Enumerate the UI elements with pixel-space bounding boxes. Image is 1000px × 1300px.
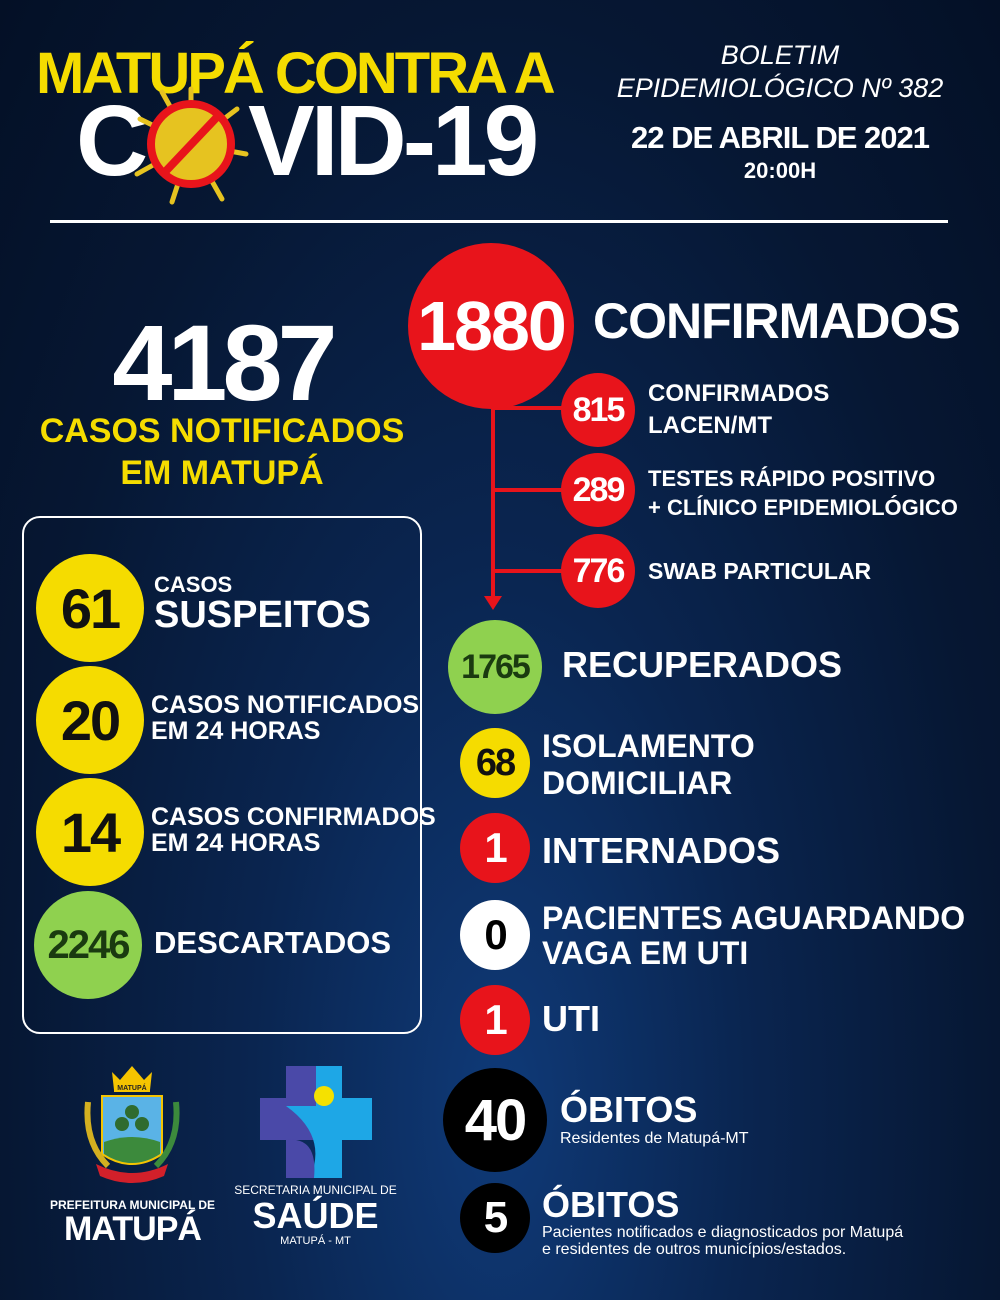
lacen-label: CONFIRMADOS LACEN/MT	[648, 378, 829, 442]
deaths-other-value: 5	[460, 1183, 530, 1253]
rapid-test-value: 289	[561, 453, 635, 527]
title-rest: VID-19	[248, 85, 539, 197]
bulletin-time: 20:00H	[743, 158, 817, 183]
rapid-test-line2: + CLÍNICO EPIDEMIOLÓGICO	[648, 495, 958, 520]
isolation-label: ISOLAMENTO DOMICILIAR	[542, 728, 755, 802]
lacen-value: 815	[561, 373, 635, 447]
notified-value: 4187	[112, 302, 337, 423]
cases-box	[22, 516, 422, 1034]
notified-label: CASOS NOTIFICADOS EM MATUPÁ	[22, 410, 422, 494]
connector-815	[491, 406, 571, 410]
connector-776	[491, 569, 571, 573]
rapid-test-line1: TESTES RÁPIDO POSITIVO	[648, 466, 936, 491]
connector-vertical	[491, 400, 495, 596]
notified-24h-line2: EM 24 HORAS	[151, 717, 321, 746]
notified-label-1: CASOS NOTIFICADOS	[39, 412, 405, 450]
isolation-value: 68	[460, 728, 530, 798]
connector-289	[491, 488, 571, 492]
matupa-crest-logo: MATUPÁ	[84, 1066, 180, 1183]
suspected-big: SUSPEITOS	[154, 594, 371, 637]
confirmed-24h-value: 14	[36, 778, 144, 886]
title-c: C	[76, 85, 148, 197]
bulletin-date: 22 DE ABRIL DE 2021	[630, 120, 930, 155]
deaths-value: 40	[443, 1068, 547, 1172]
waiting-icu-label: PACIENTES AGUARDANDO VAGA EM UTI	[542, 901, 965, 971]
suspected-small: CASOS	[154, 572, 233, 597]
waiting-icu-value: 0	[460, 900, 530, 970]
lacen-line2: LACEN/MT	[648, 412, 772, 439]
bulletin-number: EPIDEMIOLÓGICO Nº 382	[616, 73, 944, 103]
confirmed-value: 1880	[408, 243, 574, 409]
pref-line2: MATUPÁ	[64, 1210, 202, 1248]
discarded-value: 2246	[34, 891, 142, 999]
bulletin-label: BOLETIM	[720, 40, 840, 70]
virus-prohibited-icon	[134, 86, 249, 205]
isolation-line2: DOMICILIAR	[542, 765, 733, 801]
deaths-other-note2: e residentes de outros municípios/estado…	[542, 1241, 847, 1258]
prefeitura-logo-text: PREFEITURA MUNICIPAL DE MATUPÁ	[40, 1198, 225, 1246]
suspected-label: CASOS SUSPEITOS	[154, 573, 371, 636]
swab-value: 776	[561, 534, 635, 608]
deaths-other-note: Pacientes notificados e diagnosticados p…	[542, 1224, 903, 1258]
lacen-line1: CONFIRMADOS	[648, 380, 830, 407]
divider	[50, 220, 948, 223]
saude-line1: SECRETARIA MUNICIPAL DE	[234, 1183, 397, 1197]
confirmed-24h-line2: EM 24 HORAS	[151, 829, 321, 858]
title-line1: MATUPÁ CONTRA A	[36, 41, 556, 106]
deaths-other-label: ÓBITOS	[542, 1184, 680, 1225]
saude-line3: MATUPÁ - MT	[280, 1235, 351, 1247]
confirmed-24h-line1: CASOS CONFIRMADOS	[151, 803, 436, 831]
rapid-test-label: TESTES RÁPIDO POSITIVO + CLÍNICO EPIDEMI…	[648, 464, 958, 522]
deaths-note: Residentes de Matupá-MT	[560, 1130, 749, 1147]
saude-cross-logo	[260, 1066, 372, 1178]
icu-label: UTI	[542, 998, 600, 1039]
arrow-down-icon	[484, 596, 502, 610]
notified-24h-label: CASOS NOTIFICADOS EM 24 HORAS	[151, 692, 419, 745]
hospitalized-label: INTERNADOS	[542, 830, 781, 871]
swab-label: SWAB PARTICULAR	[648, 558, 872, 584]
waiting-icu-line2: VAGA EM UTI	[542, 935, 749, 971]
deaths-other-note1: Pacientes notificados e diagnosticados p…	[542, 1224, 904, 1241]
waiting-icu-line1: PACIENTES AGUARDANDO	[542, 900, 966, 936]
deaths-label: ÓBITOS	[560, 1089, 698, 1130]
hospitalized-value: 1	[460, 813, 530, 883]
confirmed-label: CONFIRMADOS	[593, 293, 961, 349]
confirmed-24h-label: CASOS CONFIRMADOS EM 24 HORAS	[151, 804, 436, 857]
discarded-label: DESCARTADOS	[154, 925, 392, 960]
isolation-line1: ISOLAMENTO	[542, 728, 755, 764]
recovered-label: RECUPERADOS	[562, 644, 843, 685]
notified-24h-value: 20	[36, 666, 144, 774]
pref-line1: PREFEITURA MUNICIPAL DE	[49, 1198, 216, 1212]
notified-24h-line1: CASOS NOTIFICADOS	[151, 691, 420, 719]
saude-logo-text: SECRETARIA MUNICIPAL DE SAÚDE MATUPÁ - M…	[228, 1183, 403, 1247]
notified-label-2: EM MATUPÁ	[120, 454, 324, 492]
bulletin-info: BOLETIM EPIDEMIOLÓGICO Nº 382 22 DE ABRI…	[600, 40, 960, 184]
suspected-value: 61	[36, 554, 144, 662]
recovered-value: 1765	[448, 620, 542, 714]
saude-line2: SAÚDE	[252, 1195, 379, 1236]
icu-value: 1	[460, 985, 530, 1055]
crest-text: MATUPÁ	[117, 1083, 146, 1092]
